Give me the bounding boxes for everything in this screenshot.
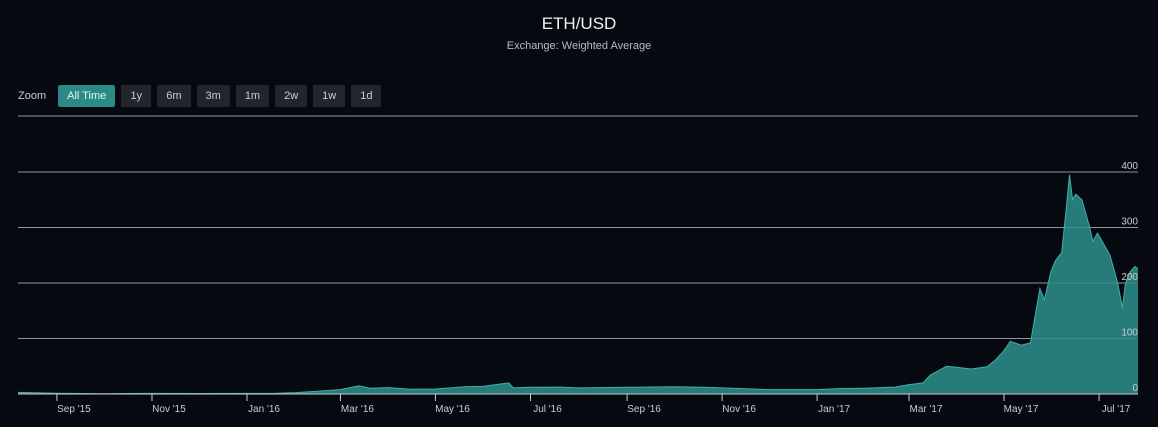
x-tick-label-mar-16: Mar '16	[341, 404, 374, 415]
y-tick-label-400: 400	[1121, 161, 1138, 172]
x-tick-label-jul-16: Jul '16	[533, 404, 562, 415]
zoom-button-6m[interactable]: 6m	[157, 84, 191, 107]
zoom-button-all-time[interactable]: All Time	[58, 84, 116, 107]
y-tick-label-300: 300	[1121, 217, 1138, 228]
y-tick-label-100: 100	[1121, 328, 1138, 339]
zoom-toolbar: Zoom All Time 1y 6m 3m 1m 2w 1w 1d	[18, 84, 382, 107]
chart-title: ETH/USD	[541, 14, 617, 33]
x-tick-label-jan-17: Jan '17	[818, 404, 850, 415]
x-axis-ticks: Sep '15 Nov '15 Jan '16 Mar '16 May '16 Jul '…	[56, 394, 1131, 415]
x-tick-label-nov-15: Nov '15	[152, 404, 186, 415]
zoom-button-1m[interactable]: 1m	[235, 84, 270, 107]
price-area[interactable]	[18, 174, 1138, 394]
chart-subtitle: Exchange: Weighted Average	[506, 40, 652, 52]
x-tick-label-may-16: May '16	[435, 404, 470, 415]
x-tick-label-sep-16: Sep '16	[627, 404, 661, 415]
zoom-button-1d[interactable]: 1d	[351, 84, 382, 107]
y-tick-label-200: 200	[1121, 272, 1138, 283]
price-line	[17, 174, 1139, 395]
x-tick-label-mar-17: Mar '17	[909, 404, 942, 415]
x-tick-label-may-17: May '17	[1004, 404, 1039, 415]
x-tick-label-jul-17: Jul '17	[1102, 404, 1131, 415]
zoom-button-1y[interactable]: 1y	[121, 84, 152, 107]
y-axis-labels: 0 100 200 300 400	[1121, 161, 1138, 394]
zoom-button-3m[interactable]: 3m	[196, 84, 230, 107]
zoom-button-1w[interactable]: 1w	[313, 84, 346, 107]
zoom-button-2w[interactable]: 2w	[275, 84, 308, 107]
x-tick-label-jan-16: Jan '16	[248, 404, 280, 415]
y-tick-label-0: 0	[1132, 383, 1138, 394]
x-tick-label-sep-15: Sep '15	[57, 404, 91, 415]
grid-lines	[18, 171, 1138, 339]
zoom-label: Zoom	[18, 89, 47, 102]
x-tick-label-nov-16: Nov '16	[722, 404, 756, 415]
